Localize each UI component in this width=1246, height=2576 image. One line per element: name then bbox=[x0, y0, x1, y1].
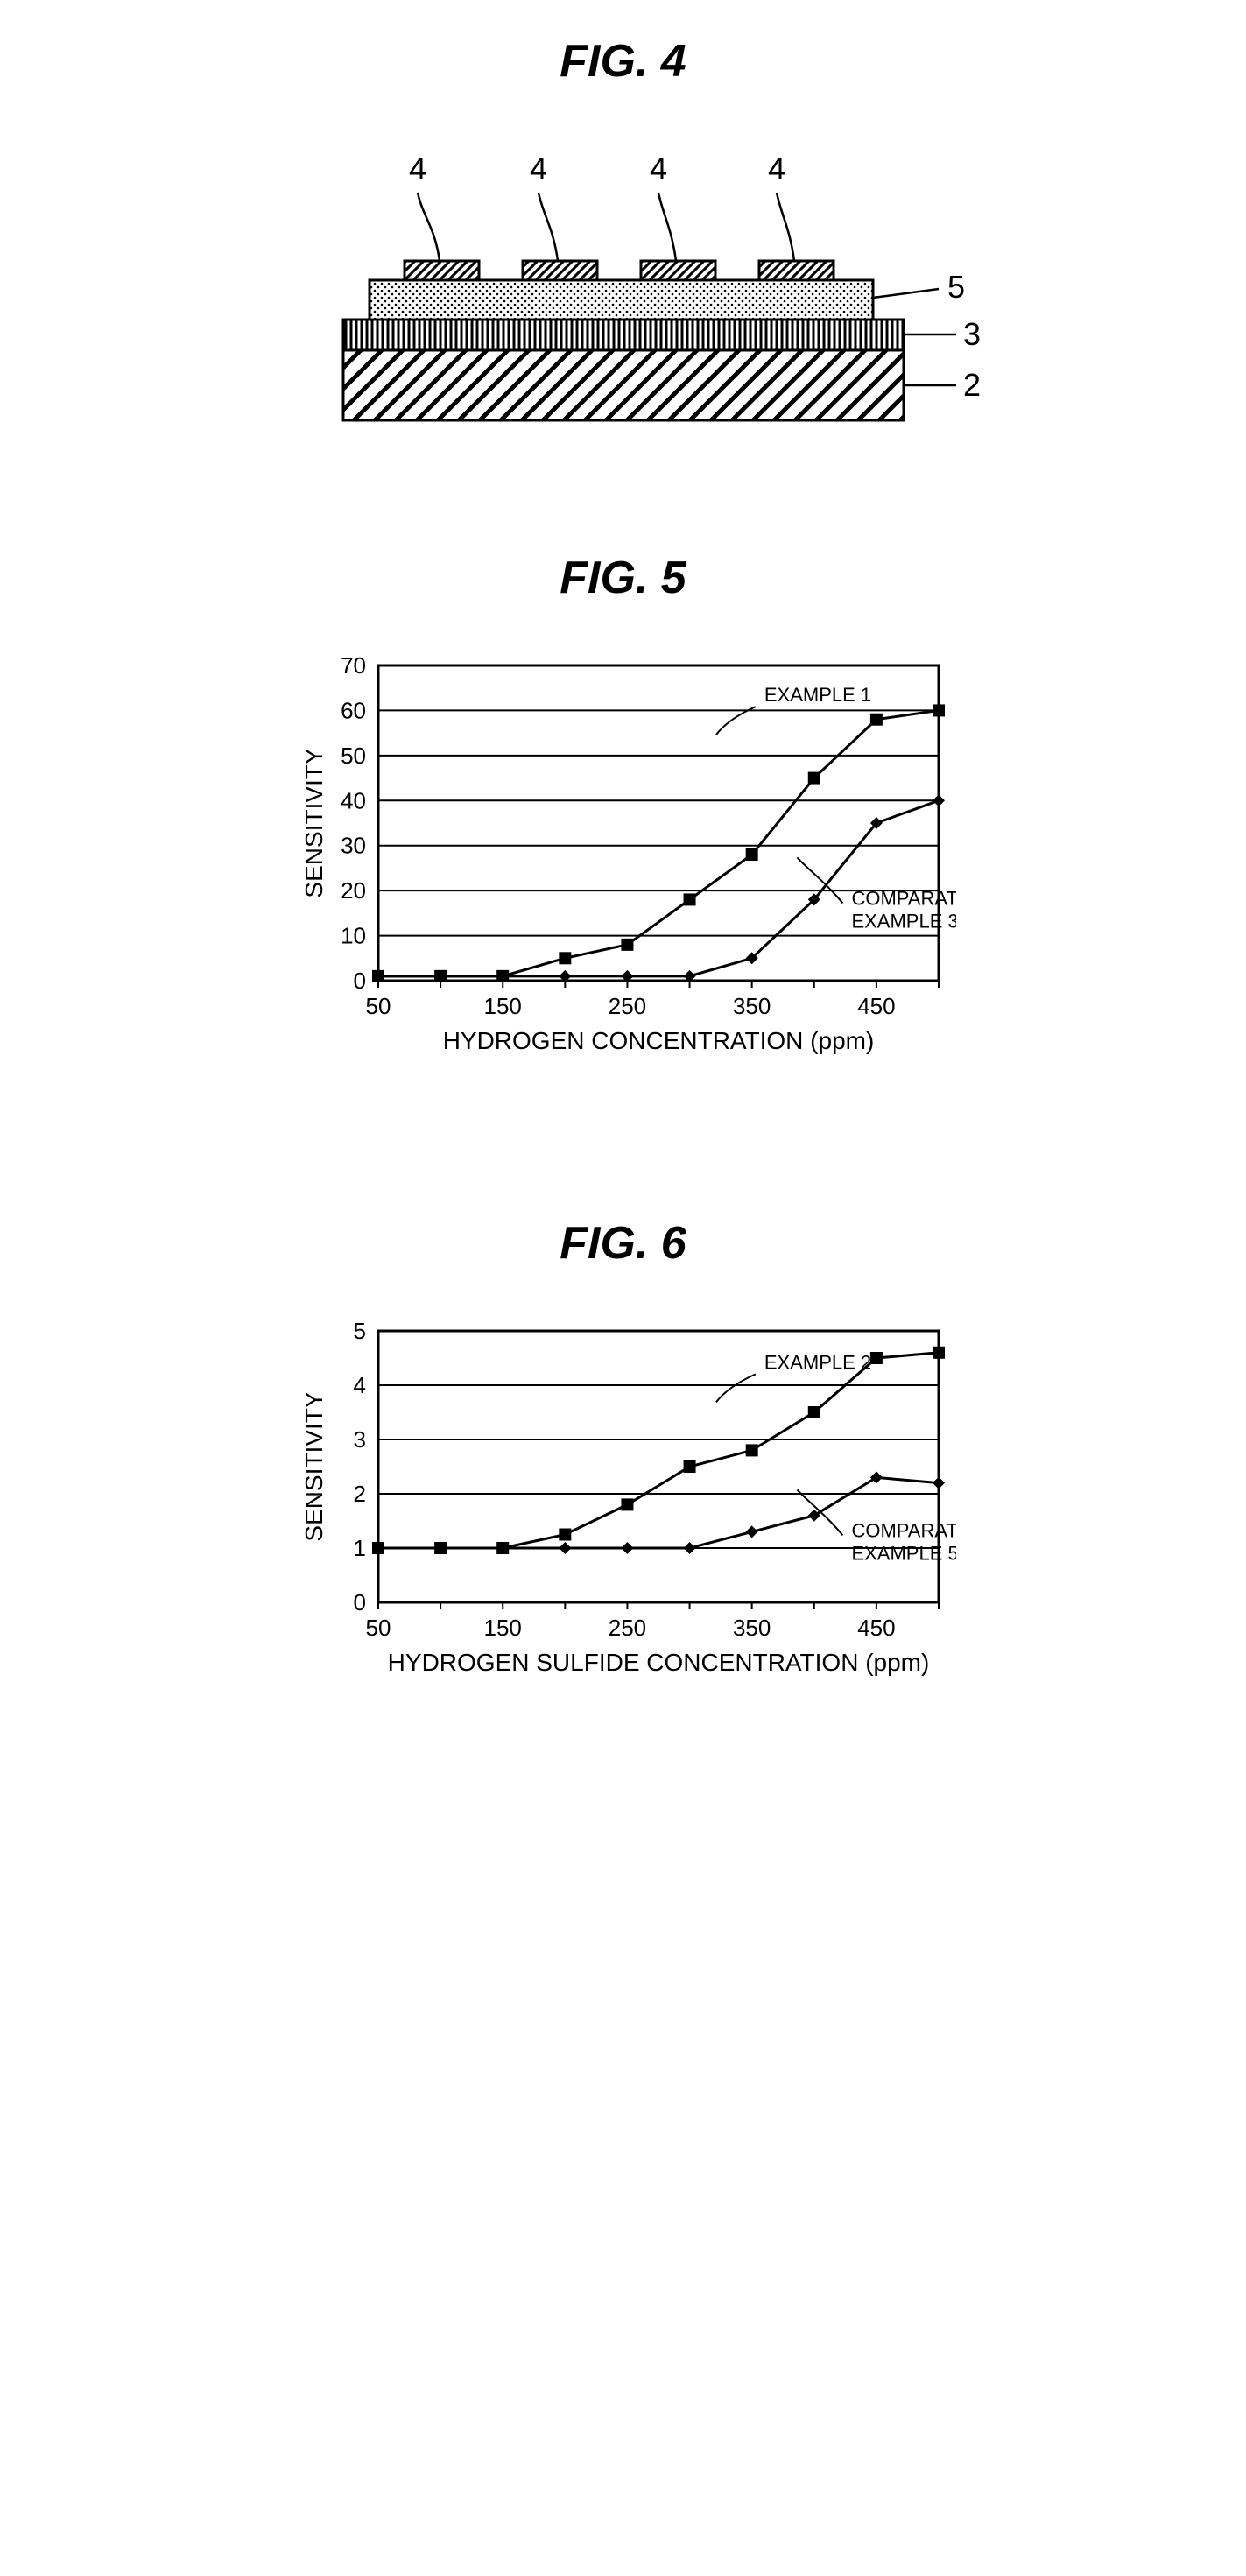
svg-text:1: 1 bbox=[353, 1535, 365, 1561]
svg-text:350: 350 bbox=[732, 993, 770, 1019]
svg-text:EXAMPLE 3: EXAMPLE 3 bbox=[851, 910, 956, 932]
figure-4-title: FIG. 4 bbox=[560, 35, 686, 88]
svg-text:30: 30 bbox=[341, 833, 366, 859]
svg-text:60: 60 bbox=[341, 697, 366, 723]
figure-5-title: FIG. 5 bbox=[560, 552, 686, 604]
callout-4d: 4 bbox=[768, 151, 785, 187]
svg-text:150: 150 bbox=[483, 993, 521, 1019]
svg-text:50: 50 bbox=[365, 993, 391, 1019]
figure-6-chart: 0 1 2 3 4 5 50 150 250 350 450 EXAMPLE 2 COMPARATIVE… bbox=[291, 1313, 956, 1734]
callout-2: 2 bbox=[963, 367, 981, 403]
svg-text:10: 10 bbox=[341, 923, 366, 949]
svg-text:EXAMPLE 5: EXAMPLE 5 bbox=[851, 1542, 956, 1564]
svg-text:EXAMPLE 1: EXAMPLE 1 bbox=[764, 684, 870, 706]
svg-text:5: 5 bbox=[353, 1318, 365, 1344]
svg-text:COMPARATIVE: COMPARATIVE bbox=[851, 887, 956, 909]
svg-text:SENSITIVITY: SENSITIVITY bbox=[300, 1391, 327, 1541]
svg-text:SENSITIVITY: SENSITIVITY bbox=[300, 748, 327, 897]
svg-text:COMPARATIVE: COMPARATIVE bbox=[851, 1519, 956, 1541]
svg-text:HYDROGEN SULFIDE CONCENTRATION: HYDROGEN SULFIDE CONCENTRATION (ppm) bbox=[387, 1649, 929, 1676]
svg-text:450: 450 bbox=[857, 993, 895, 1019]
svg-text:0: 0 bbox=[353, 968, 365, 994]
svg-text:50: 50 bbox=[341, 743, 366, 769]
svg-text:450: 450 bbox=[857, 1615, 895, 1641]
callout-4c: 4 bbox=[650, 151, 667, 187]
svg-text:250: 250 bbox=[608, 1615, 645, 1641]
svg-text:250: 250 bbox=[608, 993, 645, 1019]
svg-text:350: 350 bbox=[732, 1615, 770, 1641]
svg-text:3: 3 bbox=[353, 1426, 365, 1453]
figure-4: FIG. 4 bbox=[0, 35, 1246, 447]
figure-5-chart: 0 10 20 30 40 50 60 70 50 150 250 350 450 EXAMPLE 1 CO… bbox=[291, 648, 956, 1112]
svg-text:0: 0 bbox=[353, 1589, 365, 1615]
svg-text:50: 50 bbox=[365, 1615, 391, 1641]
figure-4-diagram: 4 4 4 4 5 3 2 bbox=[264, 131, 982, 447]
svg-text:HYDROGEN CONCENTRATION (ppm): HYDROGEN CONCENTRATION (ppm) bbox=[442, 1027, 874, 1054]
figure-5: FIG. 5 0 10 20 30 40 50 60 70 50 150 250 350 450 EXAM… bbox=[0, 552, 1246, 1112]
callout-4b: 4 bbox=[530, 151, 547, 187]
svg-text:4: 4 bbox=[353, 1372, 365, 1398]
callout-5: 5 bbox=[947, 269, 965, 305]
svg-text:20: 20 bbox=[341, 877, 366, 904]
figure-6-title: FIG. 6 bbox=[560, 1217, 686, 1270]
svg-text:40: 40 bbox=[341, 787, 366, 813]
svg-text:2: 2 bbox=[353, 1481, 365, 1507]
callout-3: 3 bbox=[963, 316, 981, 352]
figure-6: FIG. 6 0 1 2 3 4 5 50 150 250 350 450 EXAMPLE 2 COMP… bbox=[0, 1217, 1246, 1734]
callout-4a: 4 bbox=[409, 151, 426, 187]
svg-text:EXAMPLE 2: EXAMPLE 2 bbox=[764, 1351, 870, 1373]
svg-text:70: 70 bbox=[341, 652, 366, 679]
svg-text:150: 150 bbox=[483, 1615, 521, 1641]
